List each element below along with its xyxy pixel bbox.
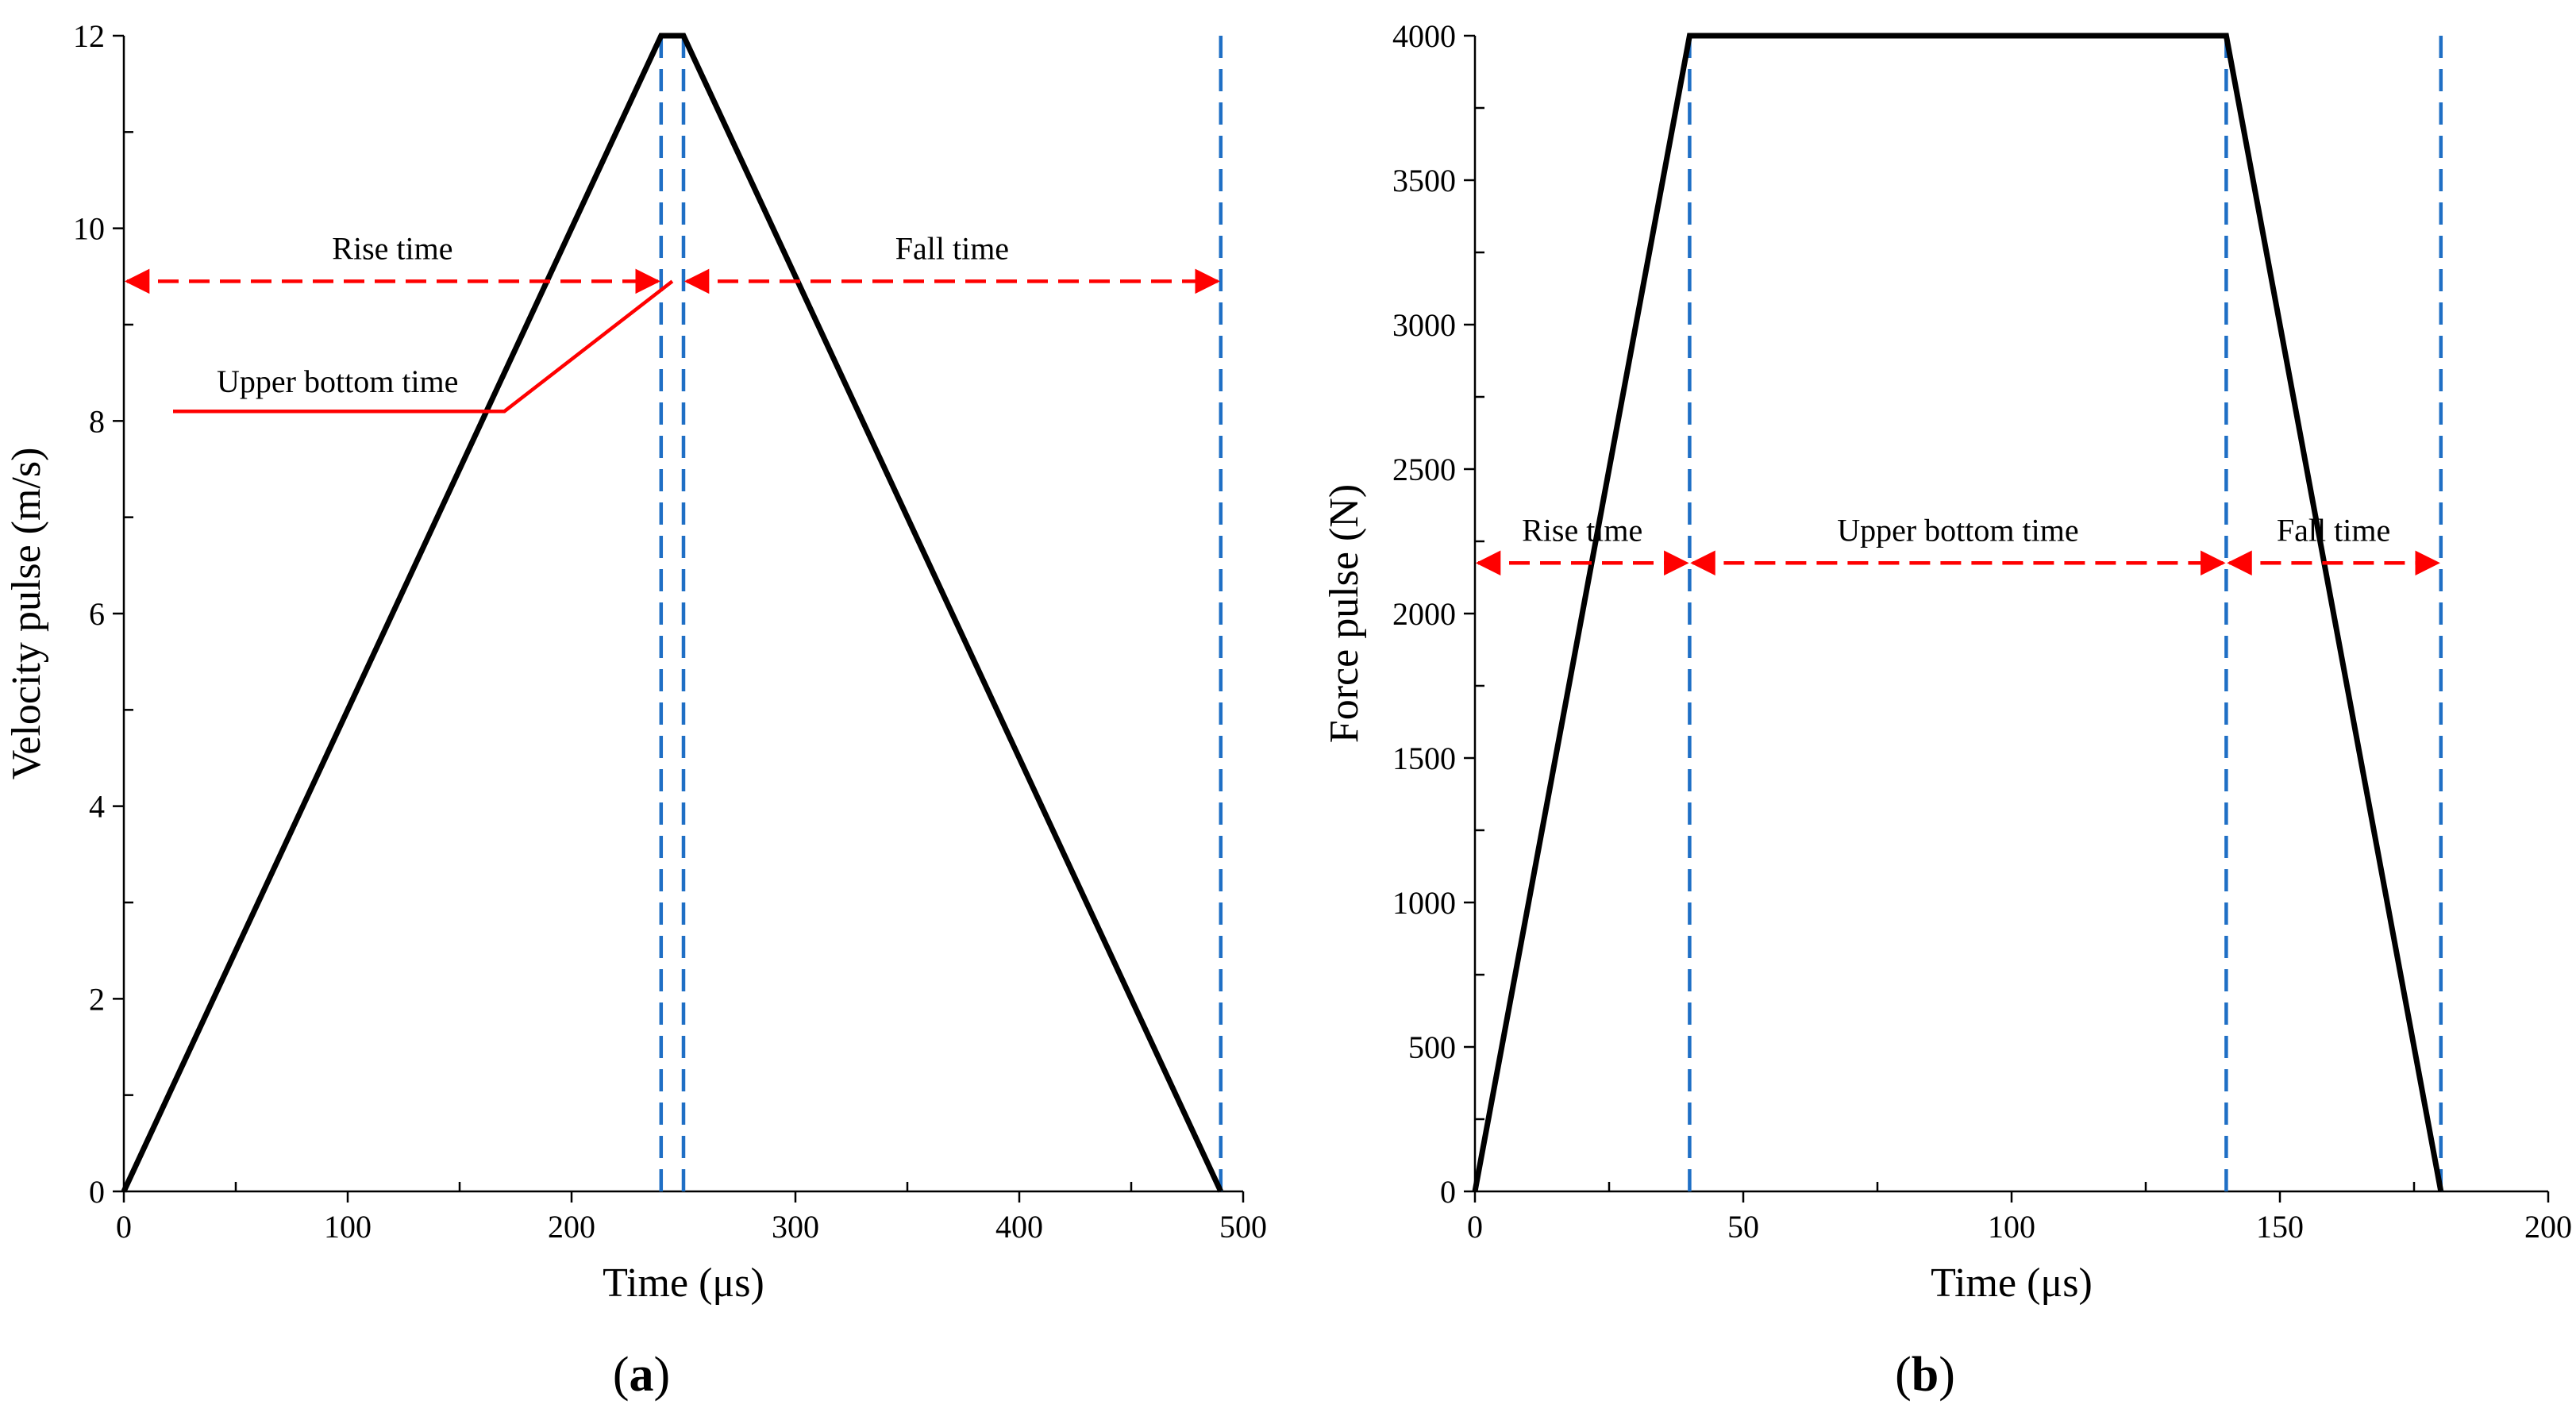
x-tick-label: 300 [772,1209,819,1245]
x-tick-label: 500 [1219,1209,1267,1245]
y-tick-label: 1000 [1392,885,1456,921]
y-axis-title: Force pulse (N) [1322,484,1367,743]
y-tick-label: 8 [89,403,105,439]
x-tick-label: 0 [116,1209,132,1245]
span-label: Fall time [2277,512,2390,548]
span-label: Fall time [895,230,1009,266]
x-tick-label: 150 [2256,1209,2304,1245]
x-tick-label: 100 [324,1209,372,1245]
y-tick-label: 4 [89,789,105,825]
x-tick-label: 100 [1988,1209,2035,1245]
x-tick-label: 200 [2524,1209,2572,1245]
y-tick-label: 12 [73,18,105,54]
y-tick-label: 6 [89,596,105,632]
y-tick-label: 3500 [1392,163,1456,198]
panel-label: (b) [1895,1348,1955,1402]
y-tick-label: 500 [1408,1029,1456,1065]
y-axis-title: Velocity pulse (m/s) [4,448,49,780]
x-tick-label: 200 [548,1209,595,1245]
x-tick-label: 50 [1727,1209,1759,1245]
x-tick-label: 400 [995,1209,1043,1245]
span-label: Upper bottom time [1837,512,2078,548]
chart-b-force: 0 500 1000 1500 2000 2500 3000 3500 4000 0 50 100 15… [1322,18,2572,1402]
y-tick-label: 2000 [1392,596,1456,632]
x-tick-label: 0 [1467,1209,1483,1245]
y-tick-label: 1500 [1392,741,1456,776]
panel-label: (a) [613,1348,670,1402]
y-tick-label: 3000 [1392,307,1456,343]
series-line [121,33,1223,1193]
y-tick-label: 10 [73,211,105,247]
y-tick-label: 4000 [1392,18,1456,54]
span-label: Rise time [1522,512,1642,548]
span-label: Rise time [332,230,452,266]
x-axis-title: Time (μs) [603,1260,764,1306]
chart-a-velocity: 0 2 4 6 8 10 12 0 100 200 300 400 500 Time (μs) Veloci… [4,18,1267,1402]
callout-leader [173,279,674,414]
y-tick-label: 2 [89,981,105,1017]
y-tick-label: 2500 [1392,452,1456,487]
y-tick-label: 0 [1440,1174,1456,1210]
series-line [1472,33,2444,1192]
x-axis-title: Time (μs) [1931,1260,2093,1306]
y-tick-label: 0 [89,1174,105,1210]
callout-label: Upper bottom time [217,364,458,399]
